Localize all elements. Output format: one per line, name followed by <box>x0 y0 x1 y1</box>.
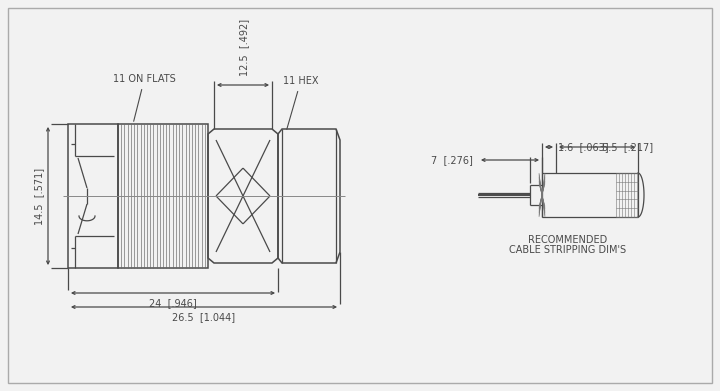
Text: 7  [.276]: 7 [.276] <box>431 155 473 165</box>
Text: 5.5  [.217]: 5.5 [.217] <box>602 142 653 152</box>
Text: RECOMMENDED: RECOMMENDED <box>528 235 608 245</box>
Text: 12.5  [.492]: 12.5 [.492] <box>239 19 249 76</box>
Text: CABLE STRIPPING DIM'S: CABLE STRIPPING DIM'S <box>510 245 626 255</box>
Text: 26.5  [1.044]: 26.5 [1.044] <box>172 312 235 322</box>
Text: 14.5  [.571]: 14.5 [.571] <box>34 167 44 224</box>
Text: 11 HEX: 11 HEX <box>283 76 318 129</box>
Text: 24  [.946]: 24 [.946] <box>149 298 197 308</box>
Text: 1.6  [.063]: 1.6 [.063] <box>558 142 608 152</box>
Text: 11 ON FLATS: 11 ON FLATS <box>113 74 176 121</box>
